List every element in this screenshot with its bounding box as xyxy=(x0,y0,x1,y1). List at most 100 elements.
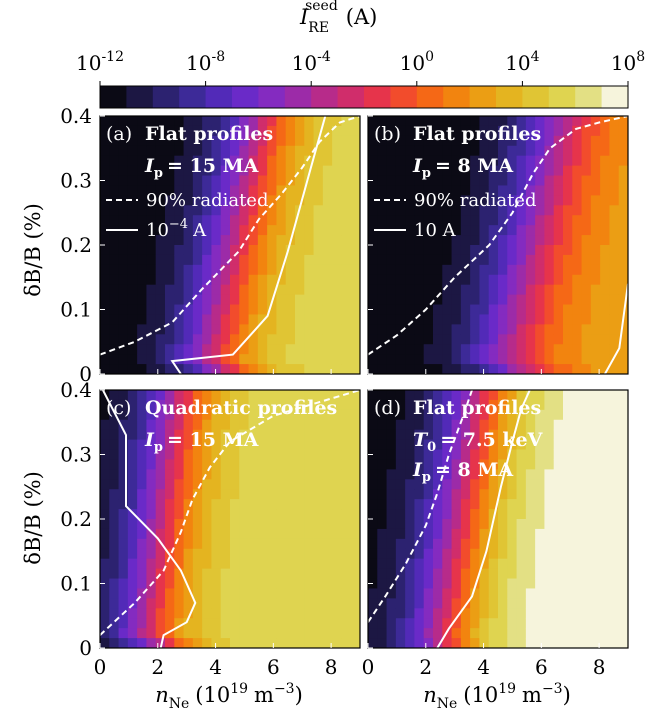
heatmap-cell xyxy=(563,568,573,580)
heatmap-cell xyxy=(211,284,222,296)
panel-label: (d) xyxy=(374,397,401,419)
heatmap-cell xyxy=(220,499,231,510)
heatmap-cell xyxy=(248,390,259,401)
heatmap-cell xyxy=(127,409,138,421)
heatmap-cell xyxy=(211,334,222,345)
heatmap-cell xyxy=(248,165,259,177)
heatmap-cell xyxy=(165,116,175,127)
heatmap-cell xyxy=(386,409,397,421)
heatmap-cell xyxy=(572,135,583,147)
heatmap-cell xyxy=(174,264,185,276)
heatmap-cell xyxy=(100,354,110,365)
heatmap-cell xyxy=(100,469,110,480)
heatmap-cell xyxy=(230,409,240,421)
heatmap-cell xyxy=(332,155,342,167)
heatmap-cell xyxy=(230,284,240,296)
heatmap-cell xyxy=(341,245,352,256)
heatmap-cell xyxy=(525,528,536,540)
heatmap-cell xyxy=(322,254,333,266)
heatmap-cell xyxy=(202,558,212,570)
heatmap-cell xyxy=(479,419,490,431)
heatmap-cell xyxy=(535,116,545,127)
heatmap-cell xyxy=(386,116,397,127)
heatmap-cell xyxy=(341,155,352,167)
heatmap-cell xyxy=(285,254,296,266)
heatmap-cell xyxy=(414,195,425,206)
heatmap-cell xyxy=(563,324,573,335)
heatmap-cell xyxy=(202,314,212,325)
heatmap-cell xyxy=(332,135,342,147)
heatmap-cell xyxy=(368,274,378,286)
heatmap-cell xyxy=(516,155,527,167)
heatmap-cell xyxy=(609,628,620,639)
heatmap-cell xyxy=(248,175,259,186)
heatmap-cell xyxy=(230,195,240,206)
heatmap-cell xyxy=(423,459,434,470)
heatmap-cell xyxy=(100,324,110,335)
heatmap-cell xyxy=(118,409,129,421)
heatmap-cell xyxy=(248,449,259,460)
heatmap-cell xyxy=(488,499,499,510)
heatmap-cell xyxy=(498,429,508,441)
heatmap-cell xyxy=(609,334,620,345)
heatmap-cell xyxy=(174,568,185,580)
heatmap-cell xyxy=(516,264,527,276)
heatmap-cell xyxy=(507,568,518,580)
heatmap-cell xyxy=(553,324,564,335)
heatmap-cell xyxy=(470,439,480,451)
heatmap-cell xyxy=(451,439,462,451)
heatmap-cell xyxy=(322,165,333,177)
heatmap-cell xyxy=(498,155,508,167)
heatmap-cell xyxy=(202,499,212,510)
heatmap-cell xyxy=(109,538,120,550)
heatmap-cell xyxy=(525,459,536,470)
heatmap-cell xyxy=(155,618,166,629)
heatmap-cell xyxy=(488,439,499,451)
heatmap-cell xyxy=(239,489,250,500)
heatmap-cell xyxy=(220,314,231,325)
heatmap-cell xyxy=(220,548,231,560)
heatmap-cell xyxy=(414,588,425,599)
heatmap-cell xyxy=(488,145,499,157)
heatmap-cell xyxy=(451,618,462,629)
heatmap-cell xyxy=(313,215,324,226)
heatmap-cell xyxy=(322,479,333,490)
heatmap-cell xyxy=(581,459,592,470)
heatmap-cell xyxy=(609,519,620,530)
heatmap-cell xyxy=(118,294,129,306)
heatmap-cell xyxy=(276,116,287,127)
heatmap-cell xyxy=(192,294,203,306)
heatmap-cell xyxy=(257,390,268,401)
heatmap-cell xyxy=(350,284,360,296)
heatmap-cell xyxy=(248,598,259,609)
heatmap-cell xyxy=(498,528,508,540)
heatmap-cell xyxy=(202,125,212,137)
heatmap-cell xyxy=(368,469,378,480)
heatmap-cell xyxy=(609,364,620,374)
heatmap-cell xyxy=(322,135,333,147)
heatmap-cell xyxy=(183,409,194,421)
heatmap-cell xyxy=(405,608,415,619)
legend-label: 90% radiated xyxy=(414,190,536,211)
heatmap-cell xyxy=(350,264,360,276)
heatmap-cell xyxy=(386,344,397,355)
heatmap-cell xyxy=(220,390,231,401)
heatmap-cell xyxy=(332,449,342,460)
colorbar-segment xyxy=(258,86,286,108)
heatmap-cell xyxy=(433,245,443,256)
heatmap-cell xyxy=(423,284,434,296)
heatmap-cell xyxy=(423,294,434,306)
heatmap-cell xyxy=(553,364,564,374)
heatmap-cell xyxy=(304,469,315,480)
heatmap-cell xyxy=(368,334,378,345)
heatmap-cell xyxy=(460,399,471,411)
heatmap-cell xyxy=(498,344,508,355)
heatmap-cell xyxy=(100,125,110,137)
heatmap-cell xyxy=(118,264,129,276)
heatmap-cell xyxy=(525,135,536,147)
heatmap-cell xyxy=(137,588,147,599)
heatmap-cell xyxy=(618,205,628,216)
heatmap-cell xyxy=(295,284,305,296)
heatmap-cell xyxy=(572,324,583,335)
heatmap-cell xyxy=(202,578,212,589)
